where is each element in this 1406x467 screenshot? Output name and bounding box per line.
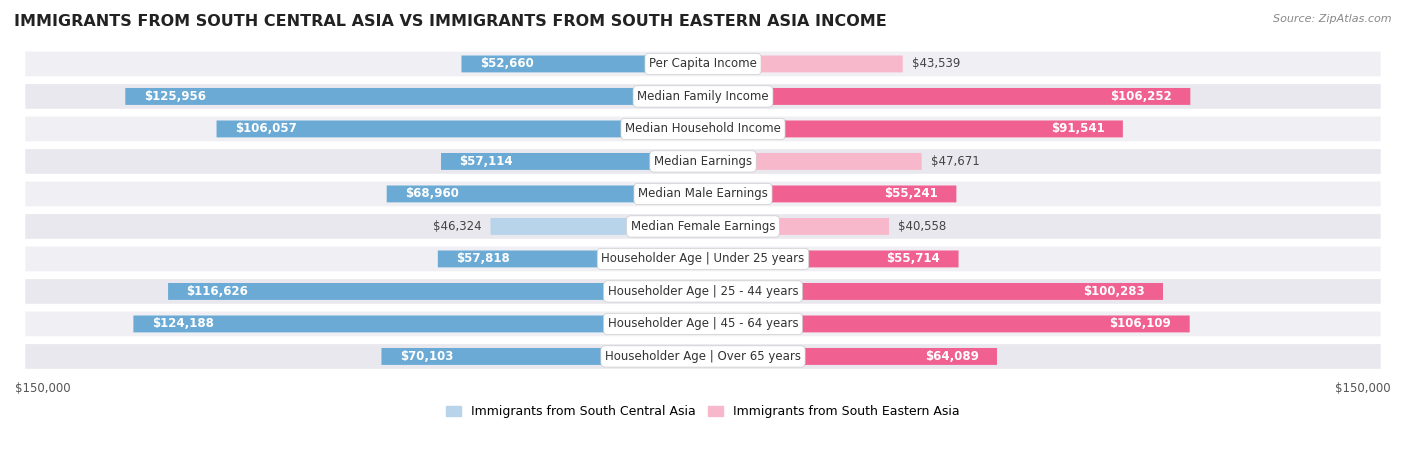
- Text: Householder Age | Under 25 years: Householder Age | Under 25 years: [602, 253, 804, 265]
- FancyBboxPatch shape: [461, 56, 703, 72]
- FancyBboxPatch shape: [703, 153, 922, 170]
- Text: $70,103: $70,103: [399, 350, 453, 363]
- Text: $57,818: $57,818: [456, 253, 510, 265]
- FancyBboxPatch shape: [703, 283, 1163, 300]
- Text: $150,000: $150,000: [1336, 382, 1391, 395]
- Text: Median Household Income: Median Household Income: [626, 122, 780, 135]
- Text: $116,626: $116,626: [187, 285, 249, 298]
- Text: $55,241: $55,241: [884, 187, 938, 200]
- Text: $64,089: $64,089: [925, 350, 979, 363]
- Text: $106,252: $106,252: [1111, 90, 1173, 103]
- Text: $106,057: $106,057: [235, 122, 297, 135]
- FancyBboxPatch shape: [25, 214, 1381, 239]
- Text: $52,660: $52,660: [479, 57, 533, 71]
- Text: $46,324: $46,324: [433, 220, 481, 233]
- Text: $124,188: $124,188: [152, 318, 214, 331]
- FancyBboxPatch shape: [125, 88, 703, 105]
- Text: $68,960: $68,960: [405, 187, 458, 200]
- Text: IMMIGRANTS FROM SOUTH CENTRAL ASIA VS IMMIGRANTS FROM SOUTH EASTERN ASIA INCOME: IMMIGRANTS FROM SOUTH CENTRAL ASIA VS IM…: [14, 14, 887, 29]
- Text: $106,109: $106,109: [1109, 318, 1171, 331]
- FancyBboxPatch shape: [703, 250, 959, 268]
- FancyBboxPatch shape: [703, 185, 956, 202]
- FancyBboxPatch shape: [703, 88, 1191, 105]
- FancyBboxPatch shape: [217, 120, 703, 137]
- FancyBboxPatch shape: [25, 182, 1381, 206]
- FancyBboxPatch shape: [491, 218, 703, 235]
- Text: $55,714: $55,714: [886, 253, 941, 265]
- FancyBboxPatch shape: [169, 283, 703, 300]
- FancyBboxPatch shape: [703, 120, 1123, 137]
- FancyBboxPatch shape: [703, 348, 997, 365]
- Text: Median Female Earnings: Median Female Earnings: [631, 220, 775, 233]
- FancyBboxPatch shape: [25, 279, 1381, 304]
- Text: Source: ZipAtlas.com: Source: ZipAtlas.com: [1274, 14, 1392, 24]
- FancyBboxPatch shape: [381, 348, 703, 365]
- Text: Median Family Income: Median Family Income: [637, 90, 769, 103]
- Text: $150,000: $150,000: [15, 382, 70, 395]
- Text: $125,956: $125,956: [143, 90, 205, 103]
- Text: $40,558: $40,558: [898, 220, 946, 233]
- FancyBboxPatch shape: [25, 117, 1381, 142]
- Text: Per Capita Income: Per Capita Income: [650, 57, 756, 71]
- FancyBboxPatch shape: [25, 344, 1381, 369]
- Text: $57,114: $57,114: [460, 155, 513, 168]
- FancyBboxPatch shape: [437, 250, 703, 268]
- FancyBboxPatch shape: [25, 51, 1381, 76]
- FancyBboxPatch shape: [25, 247, 1381, 271]
- FancyBboxPatch shape: [25, 149, 1381, 174]
- Text: Householder Age | Over 65 years: Householder Age | Over 65 years: [605, 350, 801, 363]
- Text: $91,541: $91,541: [1050, 122, 1105, 135]
- FancyBboxPatch shape: [441, 153, 703, 170]
- FancyBboxPatch shape: [703, 218, 889, 235]
- FancyBboxPatch shape: [25, 84, 1381, 109]
- FancyBboxPatch shape: [703, 56, 903, 72]
- FancyBboxPatch shape: [387, 185, 703, 202]
- Text: $43,539: $43,539: [912, 57, 960, 71]
- Text: $100,283: $100,283: [1083, 285, 1144, 298]
- FancyBboxPatch shape: [703, 316, 1189, 333]
- Text: Median Male Earnings: Median Male Earnings: [638, 187, 768, 200]
- Text: Householder Age | 25 - 44 years: Householder Age | 25 - 44 years: [607, 285, 799, 298]
- FancyBboxPatch shape: [25, 311, 1381, 336]
- FancyBboxPatch shape: [134, 316, 703, 333]
- Text: $47,671: $47,671: [931, 155, 980, 168]
- Text: Median Earnings: Median Earnings: [654, 155, 752, 168]
- Text: Householder Age | 45 - 64 years: Householder Age | 45 - 64 years: [607, 318, 799, 331]
- Legend: Immigrants from South Central Asia, Immigrants from South Eastern Asia: Immigrants from South Central Asia, Immi…: [446, 405, 960, 418]
